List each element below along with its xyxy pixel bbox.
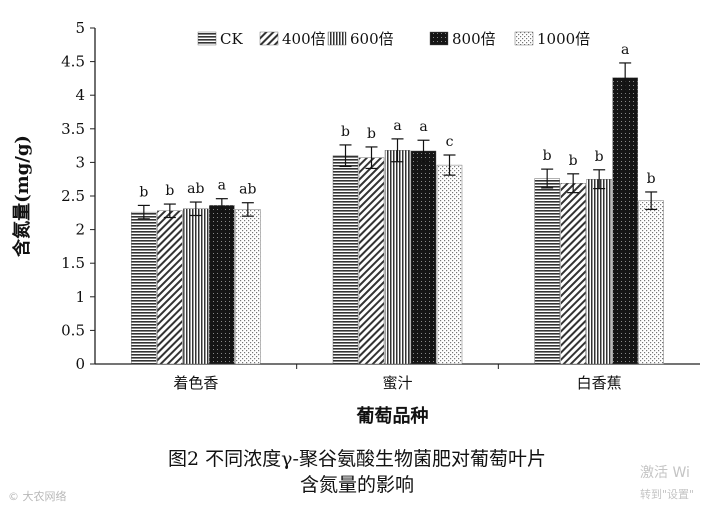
activation-watermark-line2: 转到"设置" [640,488,695,501]
legend-label: 600倍 [350,30,394,48]
y-axis-label: 含氮量(mg/g) [11,135,33,257]
bar [157,210,183,365]
activation-watermark-line1: 激活 Wi [640,465,690,481]
bar [638,200,664,365]
nitrogen-bar-chart: 0 0.5 1 1.5 2 2.5 3 3.5 4 4.5 5 含氮量(mg/g) 葡萄品种 着色香 蜜汁 白… [11,19,700,427]
y-tick-label: 1.5 [61,254,85,272]
bar [183,208,209,365]
significance-letter: ab [187,181,204,197]
bar [209,205,235,365]
y-tick-label: 3.5 [61,120,85,138]
bars-group: b b ab a abb ba acb b bab [131,42,664,365]
legend-swatch [429,31,449,46]
legend-label: CK [220,30,243,48]
y-tick-label: 5 [75,19,85,37]
legend-swatch [514,31,534,46]
bar [560,183,586,365]
significance-letter: c [446,134,454,150]
figure-caption-line1: 图2 不同浓度γ-聚谷氨酸生物菌肥对葡萄叶片 [168,448,546,470]
bar [410,150,437,365]
significance-letter: b [139,184,148,200]
y-tick-label: 4 [75,86,85,104]
significance-letter: b [543,148,552,164]
y-tick-label: 4.5 [61,53,85,71]
legend-swatch [327,31,347,46]
legend-label: 400倍 [282,30,326,48]
bar [358,157,385,365]
significance-letter: a [621,42,629,58]
significance-letter: a [393,118,401,134]
bar [332,155,359,365]
y-tick-label: 3 [75,153,85,171]
figure-caption-line2: 含氮量的影响 [299,474,414,496]
bar [534,178,560,365]
significance-letter: ab [239,182,256,198]
x-tick-label: 着色香 [173,374,218,392]
significance-letter: b [647,171,656,187]
legend-swatch [259,31,279,46]
bar [436,164,463,365]
source-watermark: © 大农网络 [8,490,67,503]
significance-letter: a [218,178,226,194]
legend-label: 800倍 [452,30,496,48]
y-tick-label: 0.5 [61,321,85,339]
y-tick-label: 0 [75,355,85,373]
x-tick-label: 蜜汁 [382,374,412,392]
significance-letter: a [419,119,427,135]
y-tick-label: 1 [75,288,85,306]
bar [131,211,157,365]
significance-letter: b [367,126,376,142]
significance-letter: b [595,149,604,165]
y-tick-label: 2 [75,221,85,239]
significance-letter: b [341,124,350,140]
legend: CK 400倍 600倍 800倍 1000倍 [197,30,590,48]
bar [235,209,261,365]
legend-swatch [197,31,217,46]
legend-label: 1000倍 [537,30,590,48]
significance-letter: b [165,183,174,199]
x-tick-label: 白香蕉 [577,374,622,392]
axes: 0 0.5 1 1.5 2 2.5 3 3.5 4 4.5 5 含氮量(mg/g) 葡萄品种 着色香 蜜汁 白… [11,19,700,427]
significance-letter: b [569,153,578,169]
bar [586,178,612,365]
x-axis-label: 葡萄品种 [356,405,429,427]
bar [612,77,638,365]
bar [384,150,411,365]
y-tick-label: 2.5 [61,187,85,205]
